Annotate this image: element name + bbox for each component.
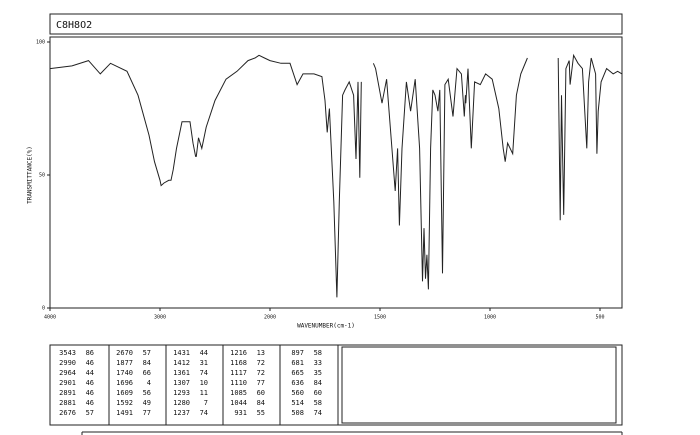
- peak-transmittance: 72: [257, 369, 265, 377]
- peak-transmittance: 4: [147, 379, 151, 387]
- y-axis-label: TRANSMITTANCE(%): [27, 146, 34, 204]
- peak-transmittance: 77: [143, 409, 151, 417]
- spectrum-line: [49, 53, 623, 298]
- peak-transmittance: 11: [200, 389, 208, 397]
- peak-transmittance: 56: [143, 389, 151, 397]
- peak-transmittance: 44: [200, 349, 208, 357]
- peak-wavenumber: 2964: [59, 369, 76, 377]
- table-frame: [49, 344, 623, 426]
- peak-transmittance: 10: [200, 379, 208, 387]
- peak-wavenumber: 665: [291, 369, 304, 377]
- peak-transmittance: 84: [143, 359, 151, 367]
- peak-wavenumber: 1044: [230, 399, 247, 407]
- title-box: [49, 13, 623, 35]
- peak-wavenumber: 3543: [59, 349, 76, 357]
- peak-wavenumber: 1877: [116, 359, 133, 367]
- peak-wavenumber: 1280: [173, 399, 190, 407]
- peak-transmittance: 46: [86, 359, 94, 367]
- peak-transmittance: 66: [143, 369, 151, 377]
- peak-transmittance: 46: [86, 389, 94, 397]
- peak-wavenumber: 560: [291, 389, 304, 397]
- peak-wavenumber: 2881: [59, 399, 76, 407]
- peak-wavenumber: 514: [291, 399, 304, 407]
- empty-box: [341, 346, 617, 424]
- peak-wavenumber: 1740: [116, 369, 133, 377]
- peak-wavenumber: 2990: [59, 359, 76, 367]
- peak-wavenumber: 1168: [230, 359, 247, 367]
- peak-transmittance: 57: [86, 409, 94, 417]
- x-tick-label: 3000: [154, 315, 166, 321]
- x-tick-label: 500: [595, 315, 604, 321]
- peak-wavenumber: 1110: [230, 379, 247, 387]
- x-tick-label: 4000: [44, 315, 56, 321]
- peak-wavenumber: 1293: [173, 389, 190, 397]
- peak-wavenumber: 1609: [116, 389, 133, 397]
- peak-wavenumber: 681: [291, 359, 304, 367]
- peak-wavenumber: 508: [291, 409, 304, 417]
- peak-transmittance: 74: [200, 409, 208, 417]
- peak-transmittance: 86: [86, 349, 94, 357]
- y-tick-label: 0: [42, 306, 45, 312]
- chart-title: C8H8O2: [56, 20, 92, 31]
- peak-transmittance: 13: [257, 349, 265, 357]
- peak-transmittance: 58: [314, 349, 322, 357]
- peak-wavenumber: 1117: [230, 369, 247, 377]
- y-tick-label: 100: [36, 40, 45, 46]
- peak-transmittance: 84: [314, 379, 322, 387]
- peak-transmittance: 58: [314, 399, 322, 407]
- peak-transmittance: 84: [257, 399, 265, 407]
- peak-transmittance: 44: [86, 369, 94, 377]
- peak-transmittance: 7: [204, 399, 208, 407]
- peak-transmittance: 77: [257, 379, 265, 387]
- plot-frame: [49, 36, 623, 309]
- peak-transmittance: 60: [314, 389, 322, 397]
- peak-wavenumber: 1696: [116, 379, 133, 387]
- peak-transmittance: 74: [200, 369, 208, 377]
- peak-transmittance: 72: [257, 359, 265, 367]
- peak-transmittance: 49: [143, 399, 151, 407]
- peak-transmittance: 31: [200, 359, 208, 367]
- peak-transmittance: 55: [257, 409, 265, 417]
- x-tick-label: 1000: [484, 315, 496, 321]
- peak-transmittance: 35: [314, 369, 322, 377]
- x-tick-label: 2000: [264, 315, 276, 321]
- peak-wavenumber: 1412: [173, 359, 190, 367]
- peak-wavenumber: 2891: [59, 389, 76, 397]
- peak-wavenumber: 1361: [173, 369, 190, 377]
- peak-transmittance: 57: [143, 349, 151, 357]
- x-axis-label: WAVENUMBER(cm-1): [297, 323, 355, 330]
- peak-wavenumber: 1237: [173, 409, 190, 417]
- peak-transmittance: 46: [86, 379, 94, 387]
- peak-transmittance: 74: [314, 409, 322, 417]
- peak-transmittance: 60: [257, 389, 265, 397]
- peak-wavenumber: 931: [234, 409, 247, 417]
- peak-wavenumber: 2901: [59, 379, 76, 387]
- peak-wavenumber: 636: [291, 379, 304, 387]
- peak-transmittance: 33: [314, 359, 322, 367]
- peak-transmittance: 46: [86, 399, 94, 407]
- y-tick-label: 50: [39, 173, 45, 179]
- peak-wavenumber: 1085: [230, 389, 247, 397]
- x-tick-label: 1500: [374, 315, 386, 321]
- peak-wavenumber: 2670: [116, 349, 133, 357]
- peak-wavenumber: 1307: [173, 379, 190, 387]
- peak-wavenumber: 897: [291, 349, 304, 357]
- peak-wavenumber: 1592: [116, 399, 133, 407]
- peak-wavenumber: 1491: [116, 409, 133, 417]
- peak-wavenumber: 2676: [59, 409, 76, 417]
- peak-wavenumber: 1431: [173, 349, 190, 357]
- peak-wavenumber: 1216: [230, 349, 247, 357]
